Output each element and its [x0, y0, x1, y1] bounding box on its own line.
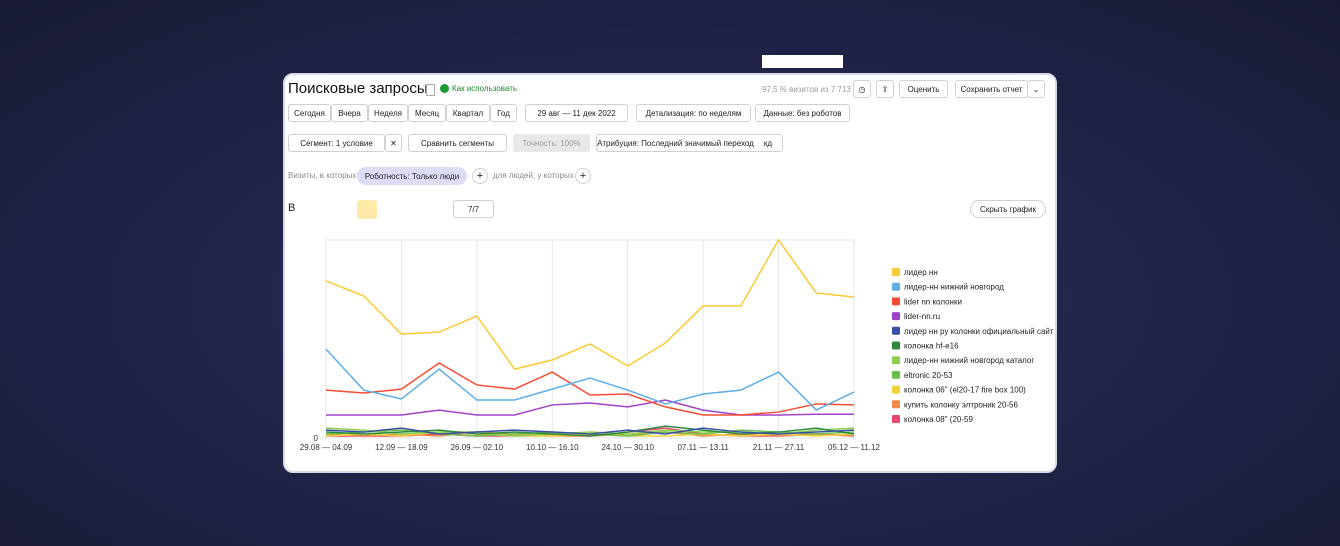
- history-button[interactable]: ◷: [853, 80, 871, 98]
- x-tick-label: 21.11 — 27.11: [753, 443, 805, 452]
- legend-label: eltronic 20-53: [904, 371, 953, 380]
- sampling-info: 97,5 % визитов из 7 713: [762, 85, 851, 94]
- period-button[interactable]: Вчера: [331, 104, 368, 122]
- series-line: [326, 399, 854, 416]
- series-line: [325, 427, 855, 435]
- help-icon: [440, 84, 449, 93]
- x-tick-label: 29.08 — 04.09: [300, 443, 353, 452]
- legend-label: колонка hf-e16: [904, 342, 959, 351]
- period-button[interactable]: Неделя: [368, 104, 408, 122]
- line-chart-tab[interactable]: [357, 200, 377, 219]
- hide-chart-button[interactable]: Скрыть график: [970, 200, 1046, 218]
- legend-checkbox: [892, 297, 900, 306]
- legend-checkbox: [892, 356, 900, 365]
- x-tick-label: 05.12 — 11.12: [828, 443, 880, 452]
- segment-select[interactable]: Сегмент: 1 условие: [288, 134, 385, 152]
- x-tick-label: 10.10 — 16.10: [526, 443, 579, 452]
- plot-frame: [325, 239, 855, 439]
- series-count[interactable]: 7/7: [453, 200, 494, 218]
- legend-checkbox: [892, 268, 900, 276]
- period-button[interactable]: Квартал: [446, 104, 490, 122]
- legend-checkbox: [892, 341, 900, 350]
- help-link[interactable]: Как использовать: [452, 84, 518, 93]
- legend-label: lider nn колонки: [904, 297, 962, 306]
- series-line: [325, 238, 855, 370]
- accuracy-select[interactable]: Точность: 100%: [513, 134, 590, 152]
- date-range-button[interactable]: 29 авг — 11 дек 2022: [525, 104, 628, 122]
- legend-label: лидер нн: [904, 268, 938, 277]
- legend-checkbox: [892, 400, 900, 409]
- legend-checkbox: [892, 370, 900, 379]
- series-line: [325, 362, 855, 416]
- chart-label: В: [288, 202, 296, 214]
- legend-checkbox: [892, 282, 900, 291]
- export-button[interactable]: ⇪: [876, 80, 894, 98]
- attribution-select[interactable]: Атрибуция: Последний значимый переход: [596, 134, 754, 152]
- filter-prefix: Визиты, в которых: [288, 171, 357, 180]
- x-tick-label: 24.10 — 30.10: [601, 443, 654, 452]
- bookmark-icon[interactable]: [426, 84, 435, 96]
- legend-label: колонка 08" (20-59: [904, 415, 973, 424]
- x-tick-label: 07.11 — 13.11: [677, 443, 729, 452]
- legend-label: лидер нн ру колонки официальный сайт: [904, 327, 1054, 336]
- save-button[interactable]: Сохранить отчет: [955, 80, 1028, 98]
- filter-suffix: для людей, у которых: [493, 171, 574, 180]
- legend-checkbox: [892, 415, 900, 423]
- redacted-box: [762, 55, 843, 68]
- x-tick-label: 26.09 — 02.10: [451, 443, 504, 452]
- legend-checkbox: [892, 312, 900, 321]
- attribution-badge: кд: [754, 134, 783, 152]
- data-filter-select[interactable]: Данные: без роботов: [755, 104, 850, 122]
- add-visit-filter[interactable]: +: [472, 168, 488, 184]
- legend-checkbox: [892, 385, 900, 394]
- report-title: Поисковые запросы: [288, 80, 428, 97]
- add-user-filter[interactable]: +: [575, 168, 591, 184]
- rate-button[interactable]: Оценить: [899, 80, 948, 98]
- legend-label: колонка 06" (el20-17 fire box 100): [904, 386, 1026, 395]
- filter-chip[interactable]: Роботность: Только люди: [357, 167, 467, 185]
- y-tick-label: 0: [314, 434, 319, 443]
- series-line: [325, 348, 855, 411]
- period-button[interactable]: Месяц: [408, 104, 446, 122]
- legend-label: lider-nn.ru: [904, 312, 940, 321]
- segment-clear[interactable]: ✕: [385, 134, 402, 152]
- legend-checkbox: [892, 326, 900, 335]
- x-tick-label: 12.09 — 18.09: [375, 443, 428, 452]
- compare-select[interactable]: Сравнить сегменты: [408, 134, 507, 152]
- period-button[interactable]: Год: [490, 104, 517, 122]
- legend-label: лидер-нн нижний новгород: [904, 283, 1004, 292]
- save-dropdown[interactable]: ⌄: [1027, 80, 1045, 98]
- period-button[interactable]: Сегодня: [288, 104, 331, 122]
- legend-label: купить колонку элтроник 20-56: [904, 400, 1019, 409]
- legend-label: лидер-нн нижний новгород каталог: [904, 356, 1034, 365]
- detail-select[interactable]: Детализация: по неделям: [636, 104, 751, 122]
